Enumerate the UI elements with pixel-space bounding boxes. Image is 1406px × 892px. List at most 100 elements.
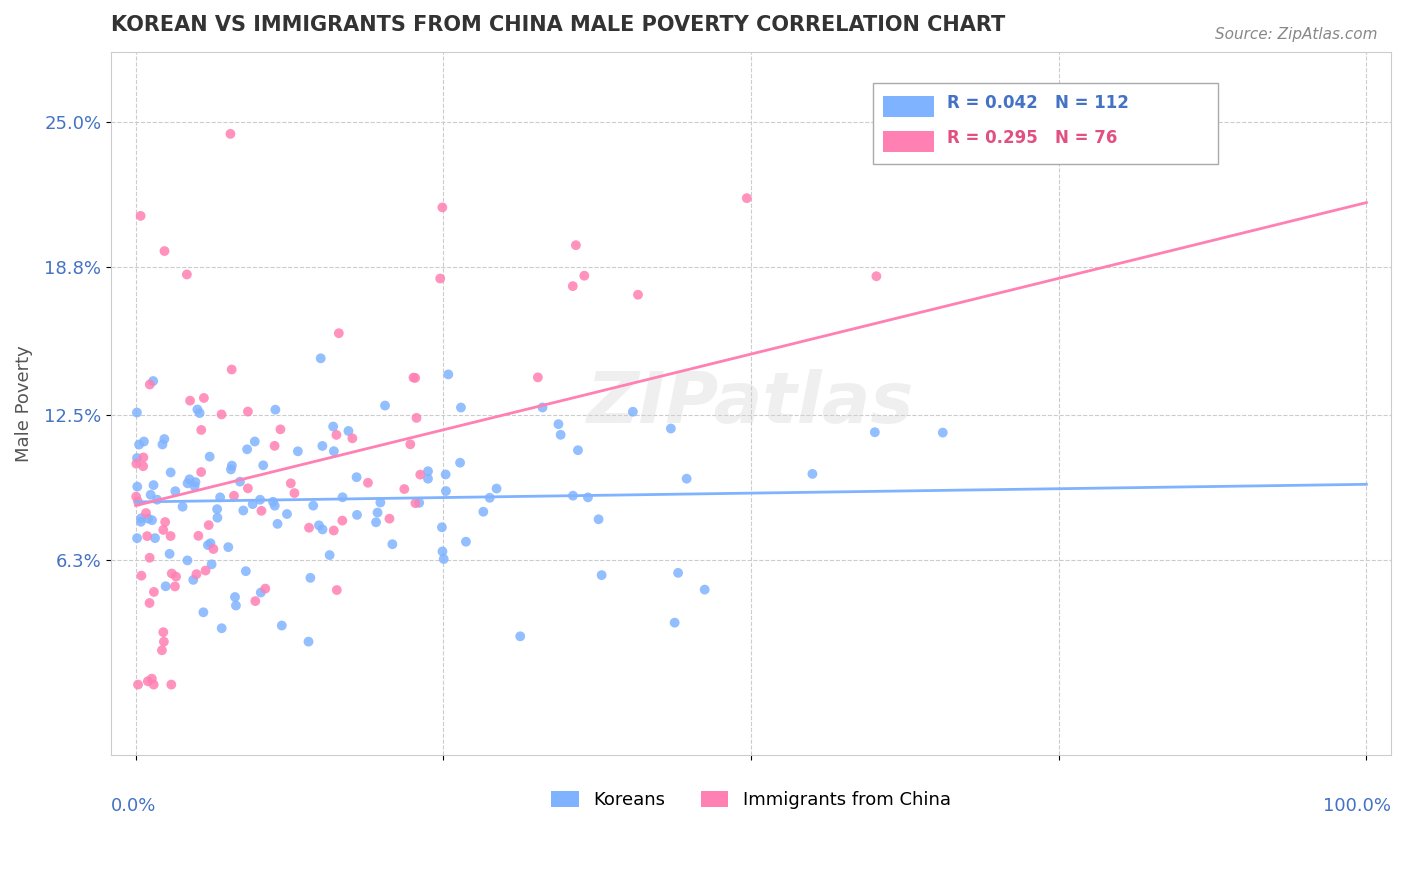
Point	[146, 492, 169, 507]
Point	[574, 268, 596, 283]
Point	[181, 573, 204, 587]
Point	[402, 370, 425, 384]
Point	[322, 524, 344, 538]
Point	[139, 377, 162, 392]
Point	[404, 496, 426, 510]
Point	[138, 596, 160, 610]
Point	[567, 443, 589, 458]
Point	[143, 531, 166, 545]
Point	[416, 472, 439, 486]
Point	[591, 568, 613, 582]
Point	[165, 484, 187, 499]
Point	[283, 486, 305, 500]
Point	[183, 479, 205, 493]
Point	[326, 582, 349, 597]
Point	[276, 507, 298, 521]
Point	[280, 476, 302, 491]
Point	[132, 434, 155, 449]
Point	[429, 271, 451, 285]
Point	[337, 424, 360, 438]
Point	[207, 510, 229, 524]
Point	[311, 439, 333, 453]
Text: R = 0.042   N = 112: R = 0.042 N = 112	[946, 95, 1129, 112]
Point	[153, 515, 176, 529]
Point	[478, 491, 501, 505]
Point	[198, 450, 221, 464]
Point	[179, 393, 201, 408]
Text: 0.0%: 0.0%	[111, 797, 156, 815]
Point	[242, 497, 264, 511]
Point	[142, 374, 165, 388]
Point	[172, 500, 194, 514]
Point	[152, 437, 174, 451]
Point	[270, 618, 292, 632]
Point	[249, 492, 271, 507]
Point	[221, 362, 243, 376]
Point	[184, 475, 207, 489]
Point	[153, 634, 176, 648]
Point	[588, 512, 610, 526]
Point	[138, 550, 160, 565]
Point	[160, 566, 183, 581]
FancyBboxPatch shape	[883, 96, 934, 117]
Point	[485, 482, 508, 496]
Point	[125, 457, 148, 471]
Text: 100.0%: 100.0%	[1323, 797, 1391, 815]
Point	[252, 458, 274, 473]
Point	[219, 462, 242, 476]
Point	[266, 516, 288, 531]
Point	[153, 244, 176, 258]
Point	[229, 475, 252, 489]
Point	[128, 437, 150, 451]
Text: ZIPatlas: ZIPatlas	[588, 369, 915, 438]
Point	[547, 417, 569, 432]
Point	[141, 513, 163, 527]
Point	[263, 499, 285, 513]
Point	[550, 427, 572, 442]
Point	[129, 511, 152, 525]
Point	[243, 434, 266, 449]
Legend: Koreans, Immigrants from China: Koreans, Immigrants from China	[544, 783, 957, 816]
Point	[328, 326, 350, 341]
Point	[409, 467, 432, 482]
Point	[309, 351, 332, 366]
Point	[404, 371, 426, 385]
Point	[249, 585, 271, 599]
Point	[399, 437, 422, 451]
Point	[141, 672, 163, 686]
Point	[378, 511, 401, 525]
Point	[127, 480, 149, 494]
Point	[245, 594, 267, 608]
Point	[236, 481, 259, 495]
Point	[263, 439, 285, 453]
Point	[433, 552, 456, 566]
Point	[163, 579, 186, 593]
Point	[450, 401, 472, 415]
Point	[179, 472, 201, 486]
Point	[142, 585, 165, 599]
Point	[298, 521, 321, 535]
Point	[311, 523, 333, 537]
Point	[142, 677, 165, 691]
Point	[193, 605, 215, 619]
Point	[221, 458, 243, 473]
Y-axis label: Male Poverty: Male Poverty	[15, 345, 32, 462]
Point	[318, 548, 340, 562]
Point	[202, 541, 225, 556]
Point	[693, 582, 716, 597]
Point	[159, 529, 181, 543]
Point	[332, 490, 354, 504]
Point	[863, 425, 886, 440]
Point	[565, 238, 588, 252]
Point	[211, 621, 233, 635]
Point	[142, 478, 165, 492]
Point	[209, 491, 232, 505]
Point	[932, 425, 955, 440]
Point	[330, 514, 353, 528]
Point	[264, 402, 287, 417]
Point	[621, 405, 644, 419]
Point	[136, 511, 159, 525]
Point	[232, 503, 254, 517]
Point	[135, 506, 157, 520]
Point	[322, 444, 344, 458]
